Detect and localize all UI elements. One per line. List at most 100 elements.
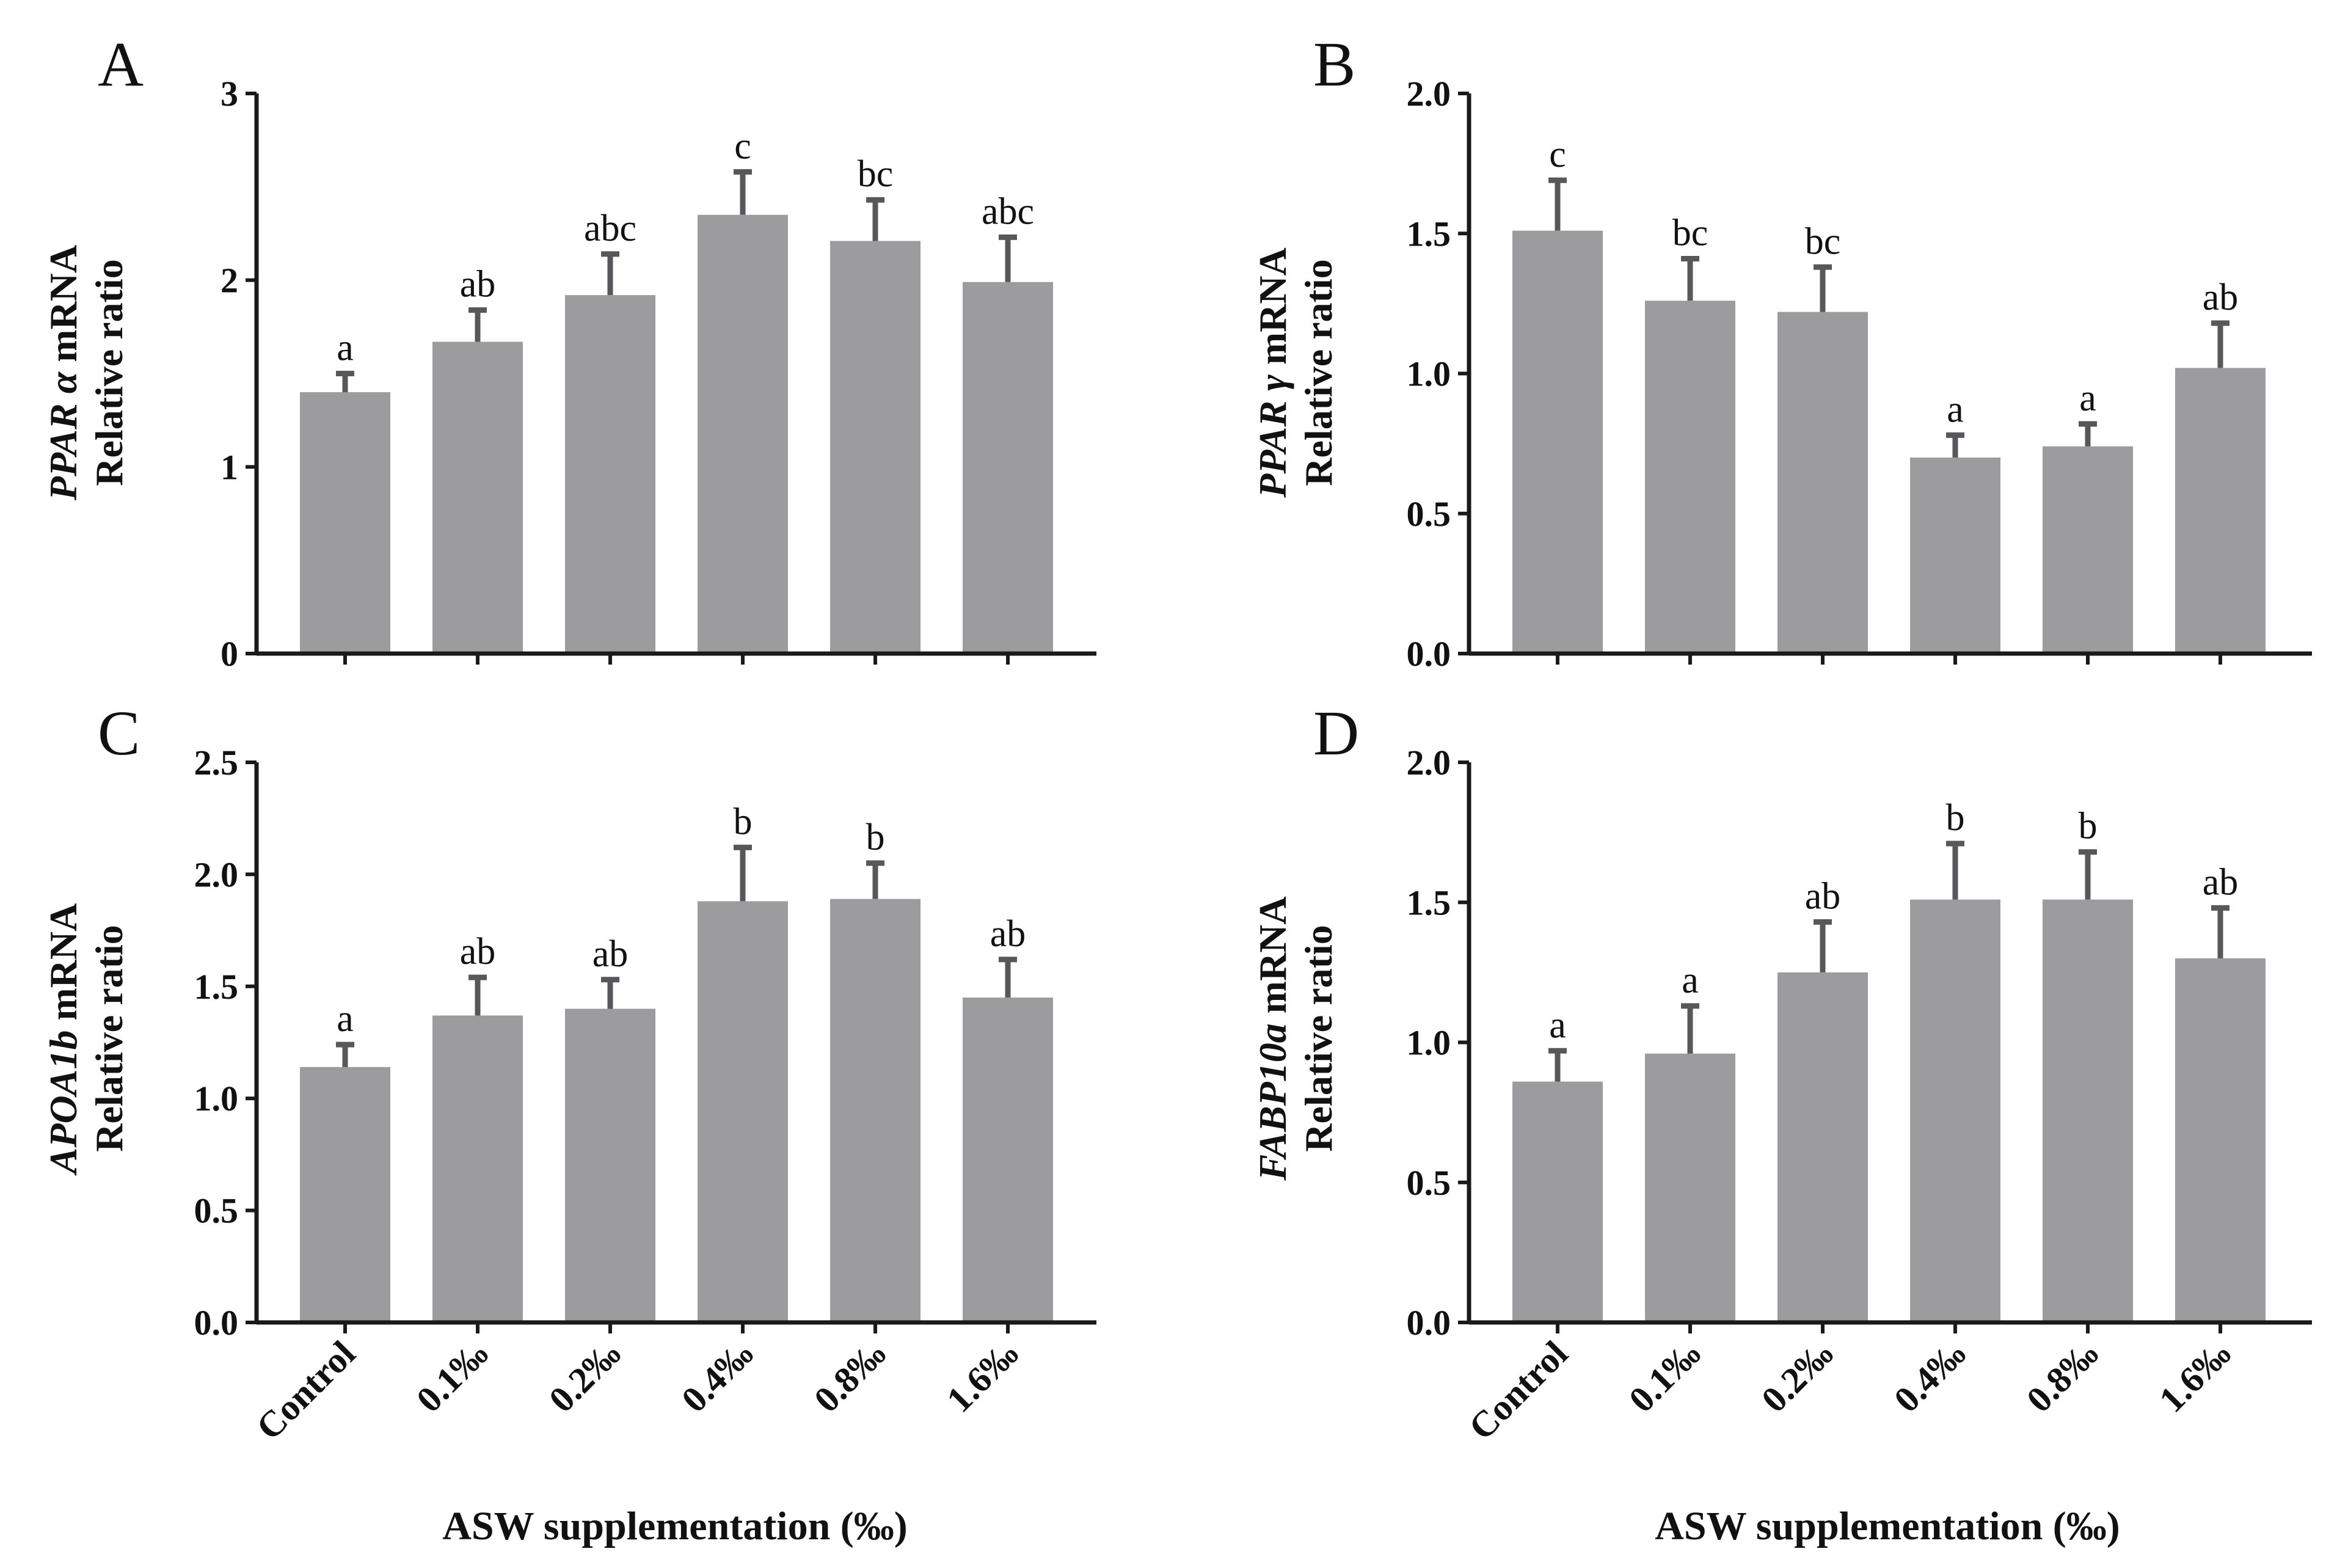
significance-label-0: c bbox=[1549, 134, 1566, 175]
y-axis-label-line2: Relative ratio bbox=[1297, 259, 1340, 486]
plot-area: a Control ab 0.1‰ ab 0.2‰ b 0.4‰ b 0.8‰ ab 1.6‰ 0.0 0… bbox=[194, 743, 1096, 1448]
category-label-1: 0.1‰ bbox=[409, 1333, 495, 1420]
y-tick-label-4: 2.0 bbox=[194, 855, 239, 894]
y-tick-label-5: 2.5 bbox=[194, 743, 239, 782]
error-bar-0 bbox=[336, 371, 354, 393]
panel-c: C APOA1b mRNA Relative ratio a Control ab 0… bbox=[42, 698, 1096, 1448]
error-bar-0 bbox=[1548, 177, 1567, 231]
panel-letter: D bbox=[1313, 698, 1359, 768]
error-bar-1 bbox=[1681, 1003, 1699, 1054]
panel-b: B PPAR γ mRNA Relative ratio c bc bc a a ab 0.… bbox=[1251, 29, 2312, 674]
bar-4 bbox=[830, 241, 921, 654]
panel-d: D FABP10a mRNA Relative ratio a Control a 0… bbox=[1251, 698, 2312, 1448]
error-bar-4 bbox=[2079, 849, 2097, 900]
category-label-2: 0.2‰ bbox=[1754, 1333, 1840, 1420]
bar-2 bbox=[1777, 972, 1868, 1322]
bar-2 bbox=[565, 295, 655, 654]
y-tick-label-3: 3 bbox=[221, 74, 238, 114]
error-bar-2 bbox=[601, 977, 619, 1009]
bar-0 bbox=[1512, 1081, 1603, 1322]
category-label-4: 0.8‰ bbox=[806, 1333, 893, 1420]
y-tick-label-3: 1.5 bbox=[1407, 883, 1451, 922]
category-label-0: Control bbox=[249, 1333, 363, 1448]
panel-a: A PPAR α mRNA Relative ratio a ab abc c bc ab… bbox=[42, 29, 1096, 674]
y-tick-label-4: 2.0 bbox=[1407, 743, 1451, 782]
bar-4 bbox=[2043, 899, 2133, 1322]
bar-1 bbox=[432, 341, 523, 654]
x-axis-title-right: ASW supplementation (‰) bbox=[1655, 1504, 2120, 1548]
significance-label-2: abc bbox=[584, 208, 636, 249]
significance-label-5: abc bbox=[982, 191, 1034, 232]
error-bar-3 bbox=[734, 844, 752, 902]
error-bar-3 bbox=[1946, 841, 1964, 900]
significance-label-3: b bbox=[1946, 797, 1965, 839]
significance-label-1: bc bbox=[1672, 213, 1708, 254]
y-tick-label-0: 0.0 bbox=[1407, 1303, 1451, 1343]
error-bar-3 bbox=[1946, 432, 1964, 458]
bar-0 bbox=[300, 1067, 390, 1322]
error-bar-5 bbox=[999, 234, 1017, 282]
plot-area: c bc bc a a ab 0.0 0.5 1.0 1.5 2.0 bbox=[1407, 74, 2312, 674]
bar-5 bbox=[963, 997, 1053, 1322]
bar-1 bbox=[1645, 301, 1735, 654]
y-tick-label-0: 0.0 bbox=[194, 1303, 239, 1343]
bar-1 bbox=[1645, 1053, 1735, 1322]
significance-label-5: ab bbox=[990, 913, 1026, 955]
plot-area: a Control a 0.1‰ ab 0.2‰ b 0.4‰ b 0.8‰ ab 1.6‰ 0.0 0.… bbox=[1407, 743, 2312, 1448]
significance-label-4: b bbox=[866, 817, 885, 858]
significance-label-3: c bbox=[734, 125, 751, 167]
significance-label-0: a bbox=[337, 327, 354, 369]
significance-label-0: a bbox=[337, 998, 354, 1040]
y-axis-label: PPAR γ mRNA bbox=[1251, 247, 1294, 498]
error-bar-4 bbox=[866, 860, 884, 899]
bar-0 bbox=[300, 392, 390, 654]
bar-2 bbox=[1777, 312, 1868, 654]
significance-label-4: a bbox=[2079, 377, 2096, 419]
bar-3 bbox=[1910, 899, 2000, 1322]
bar-3 bbox=[1910, 458, 2000, 654]
x-axis-title-left: ASW supplementation (‰) bbox=[442, 1504, 908, 1548]
category-label-3: 0.4‰ bbox=[674, 1333, 760, 1420]
y-tick-label-3: 1.5 bbox=[1407, 214, 1451, 253]
bar-4 bbox=[830, 899, 921, 1322]
error-bar-2 bbox=[1814, 919, 1832, 972]
significance-label-4: bc bbox=[858, 153, 894, 195]
significance-label-2: ab bbox=[592, 933, 629, 975]
error-bar-5 bbox=[2211, 320, 2229, 368]
bar-0 bbox=[1512, 230, 1603, 654]
category-label-5: 1.6‰ bbox=[939, 1333, 1026, 1420]
y-axis-label: FABP10a mRNA bbox=[1251, 896, 1294, 1181]
error-bar-1 bbox=[468, 307, 487, 342]
error-bar-5 bbox=[999, 957, 1017, 998]
y-tick-label-0: 0 bbox=[221, 634, 238, 674]
significance-label-1: ab bbox=[460, 264, 496, 305]
bar-3 bbox=[698, 901, 788, 1322]
significance-label-5: ab bbox=[2203, 861, 2239, 903]
error-bar-4 bbox=[866, 197, 884, 241]
y-axis-label: APOA1b mRNA bbox=[42, 903, 85, 1176]
category-label-4: 0.8‰ bbox=[2019, 1333, 2105, 1420]
error-bar-4 bbox=[2079, 421, 2097, 447]
error-bar-0 bbox=[1548, 1048, 1567, 1082]
y-tick-label-2: 1.0 bbox=[1407, 354, 1451, 394]
error-bar-2 bbox=[601, 251, 619, 296]
significance-label-0: a bbox=[1549, 1004, 1566, 1046]
significance-label-3: a bbox=[1947, 388, 1964, 430]
category-label-2: 0.2‰ bbox=[541, 1333, 628, 1420]
y-tick-label-3: 1.5 bbox=[194, 967, 239, 1007]
y-tick-label-4: 2.0 bbox=[1407, 74, 1451, 114]
plot-area: a ab abc c bc abc 0 1 2 3 bbox=[221, 74, 1096, 674]
bar-5 bbox=[2175, 368, 2266, 654]
y-tick-label-0: 0.0 bbox=[1407, 634, 1451, 674]
y-tick-label-2: 2 bbox=[221, 261, 238, 301]
category-label-1: 0.1‰ bbox=[1621, 1333, 1708, 1420]
significance-label-4: b bbox=[2079, 806, 2098, 847]
bar-3 bbox=[698, 214, 788, 654]
panel-letter: B bbox=[1313, 29, 1355, 100]
panel-letter: C bbox=[98, 698, 140, 768]
y-tick-label-2: 1.0 bbox=[1407, 1023, 1451, 1063]
y-axis-label-line2: Relative ratio bbox=[1297, 925, 1340, 1151]
significance-label-2: bc bbox=[1805, 221, 1841, 262]
y-axis-label-line2: Relative ratio bbox=[87, 259, 131, 486]
